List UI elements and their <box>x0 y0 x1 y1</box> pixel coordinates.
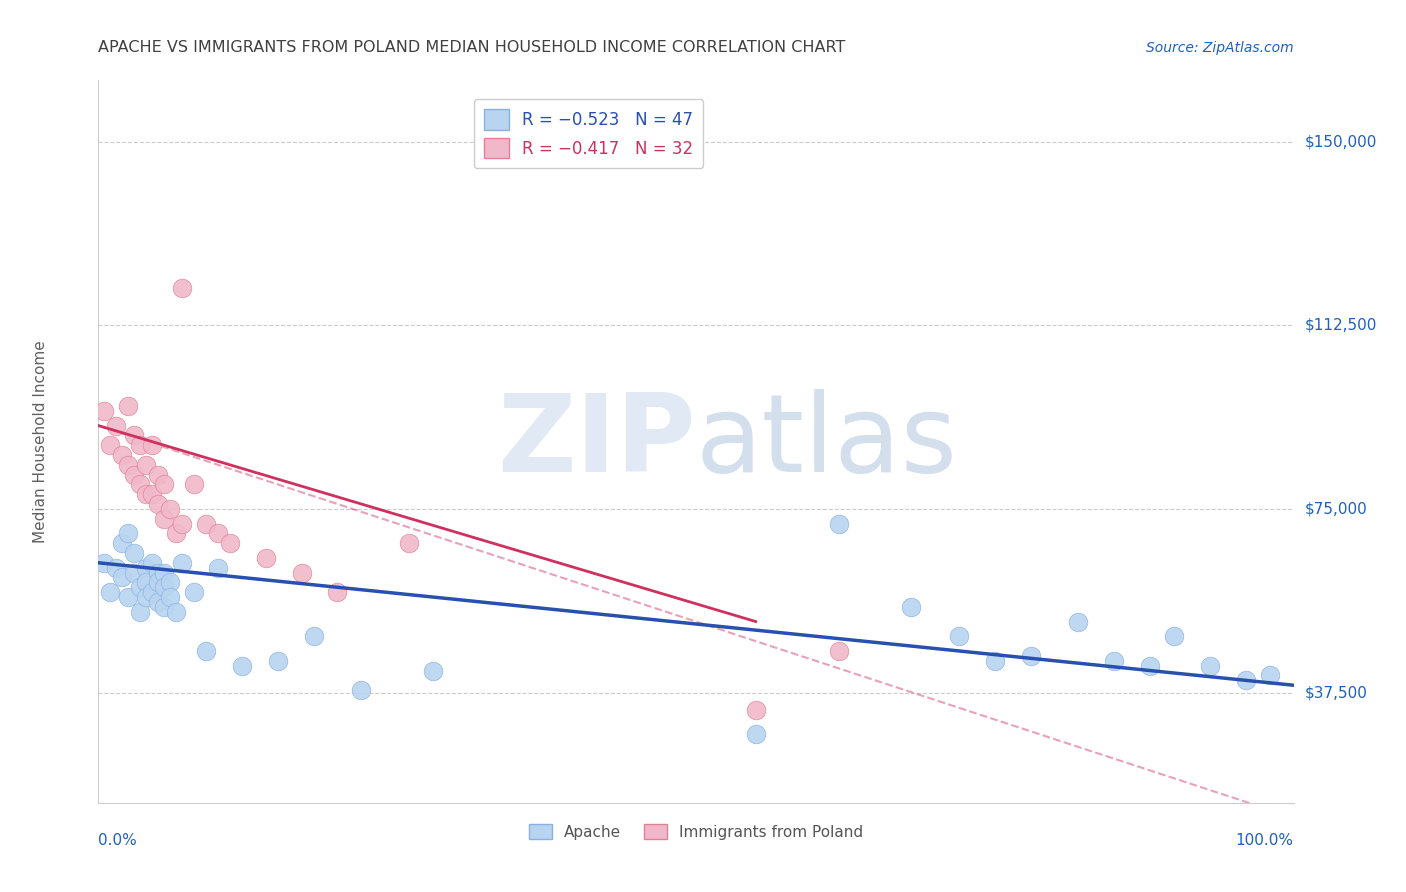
Point <box>828 516 851 531</box>
Point <box>129 438 152 452</box>
Point <box>105 418 128 433</box>
Point <box>153 599 176 614</box>
Point <box>153 511 176 525</box>
Point <box>254 550 277 565</box>
Point <box>1199 658 1222 673</box>
Point <box>828 644 851 658</box>
Text: $37,500: $37,500 <box>1305 685 1368 700</box>
Point <box>195 516 218 531</box>
Text: 100.0%: 100.0% <box>1236 833 1294 848</box>
Point <box>1019 648 1042 663</box>
Point <box>153 580 176 594</box>
Point <box>1139 658 1161 673</box>
Point <box>165 526 187 541</box>
Point <box>1234 673 1257 688</box>
Point <box>135 487 157 501</box>
Point <box>148 575 170 590</box>
Point <box>141 585 163 599</box>
Point <box>117 590 139 604</box>
Point <box>117 458 139 472</box>
Point <box>117 526 139 541</box>
Point <box>148 595 170 609</box>
Point <box>207 526 229 541</box>
Point <box>135 458 157 472</box>
Point <box>98 585 122 599</box>
Text: $112,500: $112,500 <box>1305 318 1376 333</box>
Point <box>1067 615 1090 629</box>
Point <box>111 536 134 550</box>
Point <box>165 605 187 619</box>
Point <box>302 629 325 643</box>
Point <box>93 556 115 570</box>
Text: $150,000: $150,000 <box>1305 134 1376 149</box>
Point <box>105 560 128 574</box>
Point <box>984 654 1007 668</box>
Point <box>135 560 157 574</box>
Point <box>219 536 242 550</box>
Point <box>183 585 205 599</box>
Point <box>124 428 146 442</box>
Point <box>135 575 157 590</box>
Point <box>207 560 229 574</box>
Text: 0.0%: 0.0% <box>98 833 138 848</box>
Text: Source: ZipAtlas.com: Source: ZipAtlas.com <box>1146 41 1294 55</box>
Point <box>159 575 181 590</box>
Point <box>159 590 181 604</box>
Point <box>1258 668 1281 682</box>
Point <box>172 556 194 570</box>
Point <box>350 683 373 698</box>
Point <box>745 727 768 741</box>
Point <box>326 585 349 599</box>
Point <box>111 448 134 462</box>
Point <box>129 580 152 594</box>
Point <box>900 599 922 614</box>
Point <box>124 467 146 482</box>
Point <box>141 487 163 501</box>
Text: atlas: atlas <box>696 389 957 494</box>
Point <box>141 438 163 452</box>
Point <box>129 605 152 619</box>
Point <box>172 281 194 295</box>
Point <box>398 536 420 550</box>
Point <box>124 546 146 560</box>
Point <box>231 658 253 673</box>
Point <box>1104 654 1126 668</box>
Text: Median Household Income: Median Household Income <box>32 340 48 543</box>
Point <box>153 566 176 580</box>
Point <box>148 566 170 580</box>
Point <box>183 477 205 491</box>
Text: APACHE VS IMMIGRANTS FROM POLAND MEDIAN HOUSEHOLD INCOME CORRELATION CHART: APACHE VS IMMIGRANTS FROM POLAND MEDIAN … <box>98 40 846 55</box>
Point <box>159 502 181 516</box>
Point <box>153 477 176 491</box>
Point <box>93 404 115 418</box>
Point <box>172 516 194 531</box>
Point <box>195 644 218 658</box>
Point <box>124 566 146 580</box>
Point <box>141 556 163 570</box>
Point <box>148 497 170 511</box>
Point <box>948 629 970 643</box>
Point <box>1163 629 1185 643</box>
Point <box>117 399 139 413</box>
Point <box>422 664 444 678</box>
Point <box>745 703 768 717</box>
Point <box>98 438 122 452</box>
Legend: Apache, Immigrants from Poland: Apache, Immigrants from Poland <box>523 818 869 846</box>
Point <box>291 566 314 580</box>
Point <box>148 467 170 482</box>
Text: $75,000: $75,000 <box>1305 501 1368 516</box>
Text: ZIP: ZIP <box>498 389 696 494</box>
Point <box>267 654 290 668</box>
Point <box>135 590 157 604</box>
Point <box>111 570 134 584</box>
Point <box>129 477 152 491</box>
